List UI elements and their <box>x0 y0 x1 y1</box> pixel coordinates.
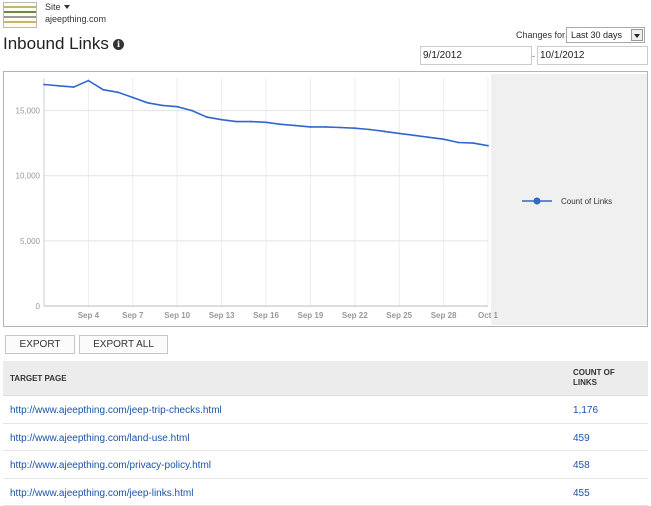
data-point <box>205 116 208 118</box>
table-row: http://www.ajeepthing.com/privacy-policy… <box>3 451 648 479</box>
data-point <box>146 101 149 104</box>
data-point <box>57 84 60 87</box>
y-tick-label: 15,000 <box>16 107 41 116</box>
site-url: ajeepthing.com <box>45 14 107 24</box>
link-count[interactable]: 459 <box>573 432 590 444</box>
page-title: Inbound Links <box>3 34 109 53</box>
legend-label: Count of Links <box>561 197 612 206</box>
chevron-down-icon <box>63 5 70 9</box>
data-point <box>87 79 90 82</box>
data-point <box>487 144 489 147</box>
link-count[interactable]: 458 <box>573 460 590 471</box>
chevron-down-icon[interactable] <box>631 29 643 41</box>
data-point <box>324 125 327 128</box>
data-point <box>383 130 386 133</box>
x-tick-label: Oct 1 <box>478 311 499 320</box>
data-point <box>235 120 238 123</box>
data-point <box>279 123 282 126</box>
data-point <box>72 86 75 89</box>
x-tick-label: Sep 13 <box>209 311 235 320</box>
site-selector[interactable]: Site <box>45 2 70 12</box>
data-point <box>442 138 445 141</box>
thumbnail-band <box>4 6 36 8</box>
thumbnail-band <box>4 21 36 23</box>
data-point <box>250 120 253 123</box>
data-point <box>339 126 341 129</box>
data-point <box>427 136 430 139</box>
table-row: http://www.ajeepthing.com/jeep-links.htm… <box>3 479 648 506</box>
data-point <box>413 134 415 137</box>
thumbnail-band <box>4 16 36 18</box>
target-page-link[interactable]: http://www.ajeepthing.com/jeep-links.htm… <box>10 487 194 499</box>
data-point <box>472 142 475 145</box>
x-tick-label: Sep 22 <box>342 311 368 320</box>
x-tick-label: Sep 10 <box>164 311 190 320</box>
y-tick-label: 5,000 <box>20 237 41 246</box>
period-select[interactable]: Last 30 days <box>566 27 645 43</box>
y-tick-label: 10,000 <box>16 172 41 181</box>
table-row: http://www.ajeepthing.com/jeep-trip-chec… <box>3 396 648 424</box>
x-tick-label: Sep 16 <box>253 311 279 320</box>
date-to-input[interactable] <box>537 46 648 65</box>
link-count[interactable]: 1,176 <box>573 405 599 416</box>
data-point <box>368 128 371 131</box>
x-tick-label: Sep 4 <box>78 311 100 320</box>
x-tick-label: Sep 19 <box>298 311 324 320</box>
target-page-link[interactable]: http://www.ajeepthing.com/land-use.html <box>10 432 190 444</box>
links-table: TARGET PAGE COUNT OF LINKS http://www.aj… <box>3 361 648 506</box>
data-point <box>294 124 297 127</box>
changes-for-label: Changes for <box>516 30 566 40</box>
target-page-link[interactable]: http://www.ajeepthing.com/privacy-policy… <box>10 460 212 471</box>
data-point <box>102 88 105 91</box>
data-point <box>353 127 356 130</box>
info-icon[interactable]: i <box>113 39 124 50</box>
legend-marker <box>533 197 541 205</box>
line-chart: 0 5,000 10,000 15,000 Sep 4 Sep 7 Sep 10 Sep 13… <box>16 78 612 320</box>
link-count[interactable]: 455 <box>573 487 590 499</box>
data-point <box>117 91 119 94</box>
data-point <box>131 96 134 99</box>
export-button[interactable]: EXPORT <box>5 335 75 354</box>
export-all-button[interactable]: EXPORT ALL <box>79 335 168 354</box>
date-separator: - <box>532 51 535 61</box>
table-header: TARGET PAGE COUNT OF LINKS <box>3 361 648 396</box>
data-point <box>161 104 164 107</box>
data-point <box>176 105 179 108</box>
data-point <box>265 121 267 124</box>
x-tick-label: Sep 25 <box>386 311 412 320</box>
date-from-input[interactable] <box>420 46 532 65</box>
data-point <box>43 83 45 86</box>
data-point <box>191 109 193 112</box>
y-tick-label: 0 <box>36 302 41 311</box>
legend-panel <box>491 74 647 325</box>
data-point <box>220 118 223 121</box>
data-point <box>309 125 312 128</box>
period-select-value: Last 30 days <box>571 30 623 40</box>
x-tick-label: Sep 7 <box>122 311 144 320</box>
data-point <box>457 141 460 144</box>
data-point <box>398 132 401 135</box>
chart-container: 0 5,000 10,000 15,000 Sep 4 Sep 7 Sep 10 Sep 13… <box>3 71 648 327</box>
thumbnail-band <box>4 11 36 13</box>
x-tick-label: Sep 28 <box>431 311 457 320</box>
site-thumbnail[interactable] <box>3 2 37 28</box>
target-page-link[interactable]: http://www.ajeepthing.com/jeep-trip-chec… <box>10 405 222 416</box>
site-selector-label: Site <box>45 2 61 12</box>
table-row: http://www.ajeepthing.com/land-use.html … <box>3 424 648 451</box>
column-header-count[interactable]: COUNT OF LINKS <box>573 368 615 387</box>
column-header-target-page[interactable]: TARGET PAGE <box>10 374 67 383</box>
